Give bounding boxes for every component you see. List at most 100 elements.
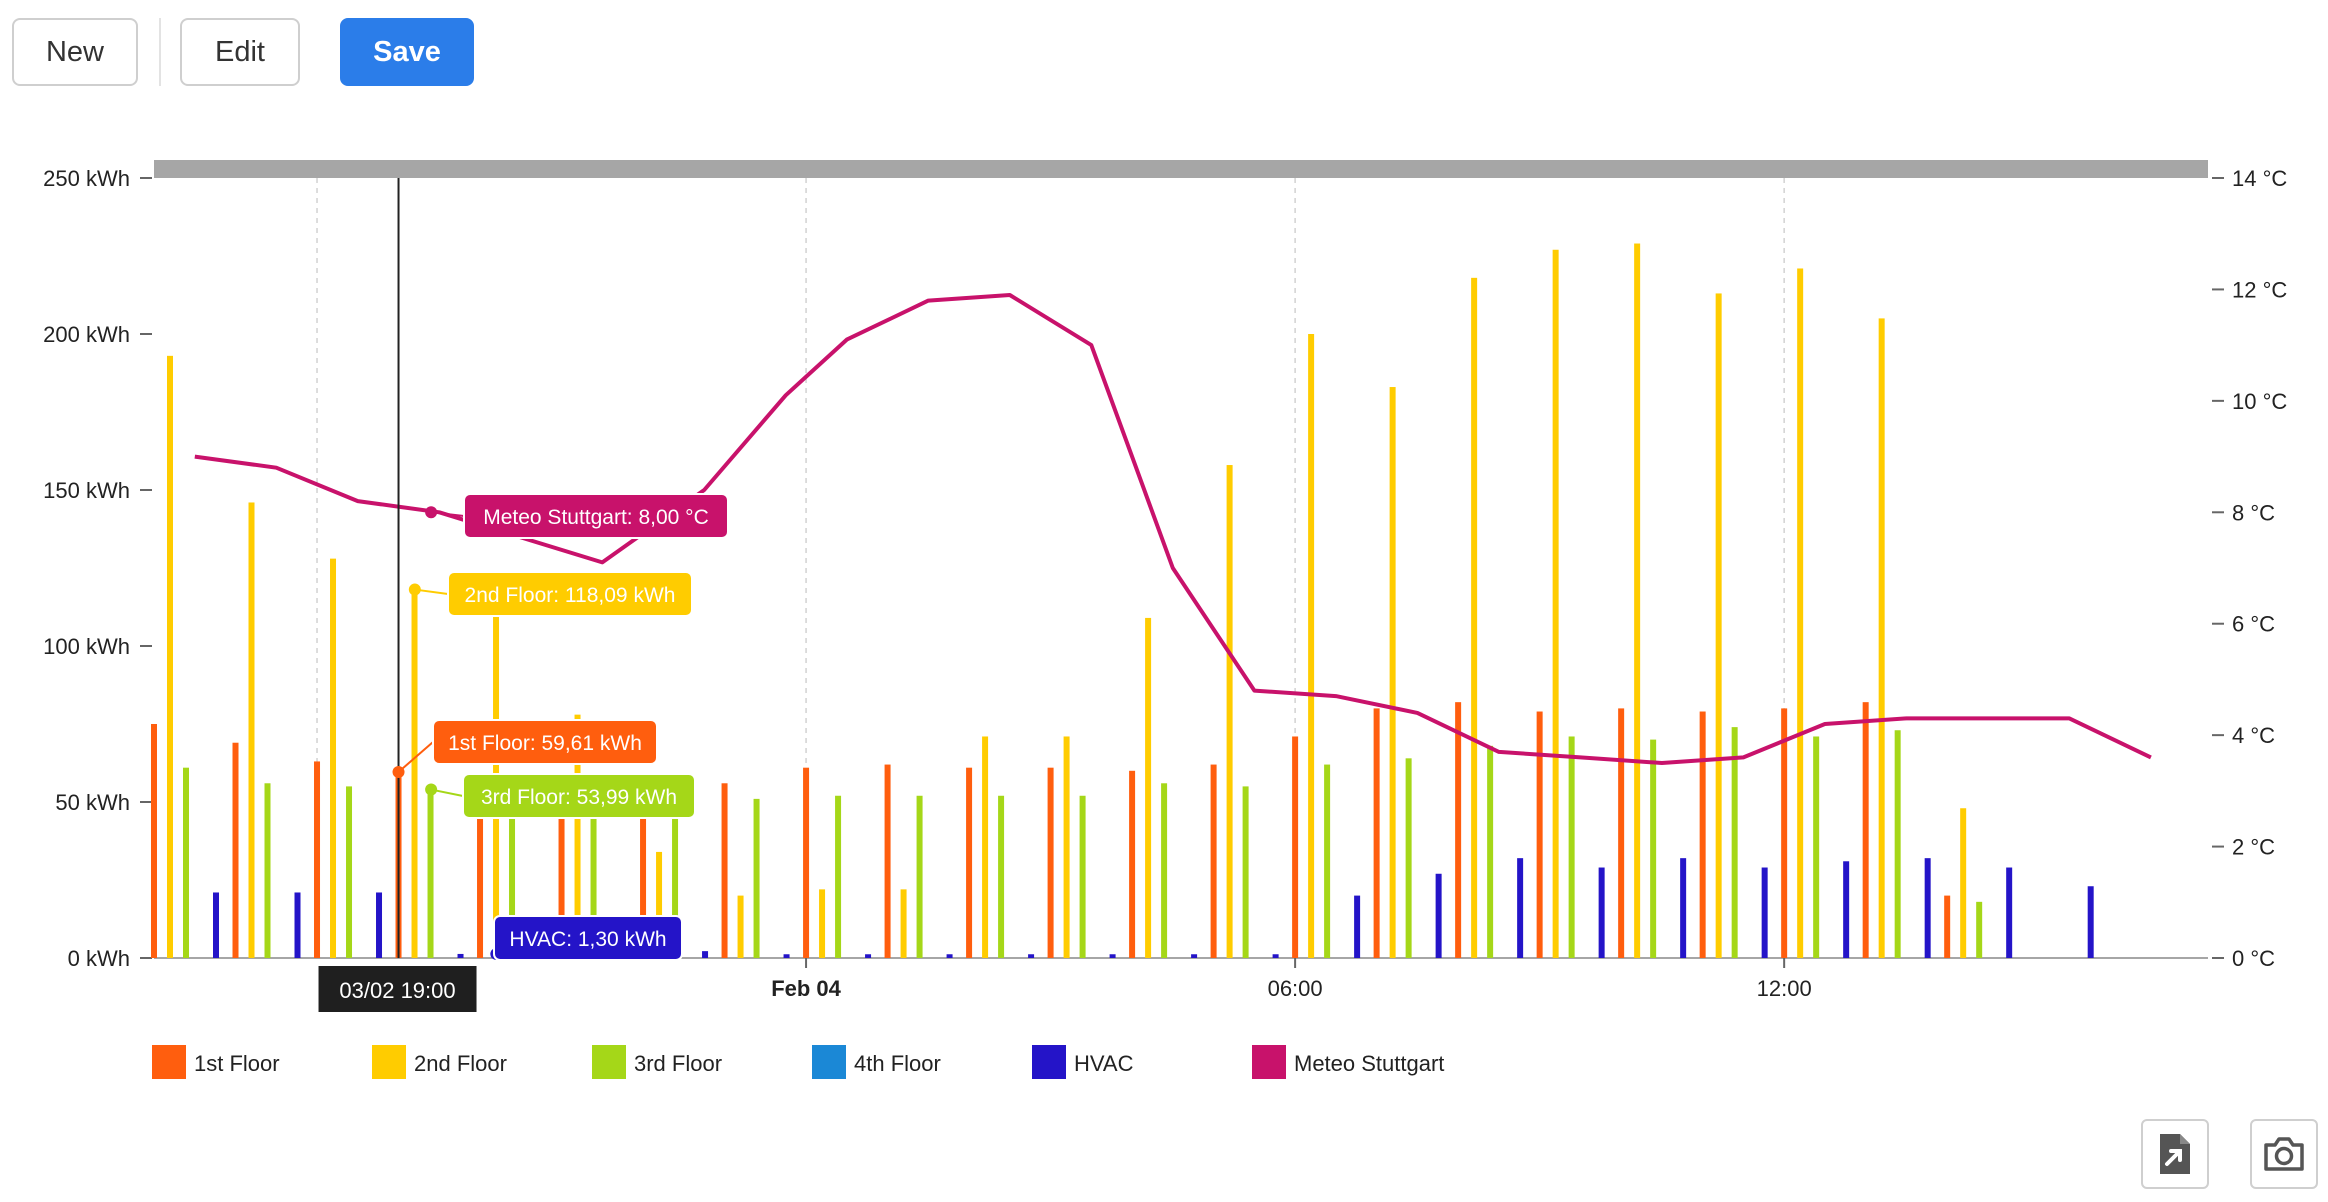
tooltip-label-second_floor: 2nd Floor: 118,09 kWh (465, 584, 676, 607)
export-button[interactable] (2141, 1119, 2209, 1189)
bar-first_floor (1536, 711, 1543, 958)
y-right-tick-label: 2 °C (2232, 835, 2275, 860)
bar-hvac (2006, 867, 2013, 958)
crosshair-label-box (318, 966, 477, 1012)
bar-hvac (1843, 861, 1850, 958)
bar-first_floor (1210, 764, 1217, 958)
chart-top-band (154, 160, 2208, 178)
bar-second_floor (1389, 387, 1396, 958)
bar-third_floor (1650, 739, 1657, 958)
bar-hvac (213, 892, 219, 958)
tooltip-box-second_floor (447, 571, 693, 617)
bar-series-group (151, 243, 2094, 959)
bar-third_floor (1079, 795, 1086, 958)
bar-hvac (1435, 873, 1442, 958)
bar-first_floor (966, 767, 973, 958)
bar-first_floor (1699, 711, 1706, 958)
meteo-line (194, 293, 2152, 765)
bar-first_floor (1944, 895, 1951, 958)
bar-first_floor (1047, 767, 1054, 958)
bar-third_floor (998, 795, 1005, 958)
bar-second_floor (1715, 293, 1722, 958)
bar-first_floor (232, 742, 239, 958)
bar-second_floor (1960, 808, 1967, 958)
bar-first_floor (1781, 708, 1788, 958)
legend-label-first_floor: 1st Floor (194, 1051, 280, 1076)
bar-hvac (702, 951, 709, 958)
bar-second_floor (574, 714, 581, 958)
bar-first_floor (721, 783, 728, 958)
bar-first_floor (1862, 702, 1869, 958)
bar-hvac (1680, 858, 1687, 958)
legend-item-hvac[interactable]: HVAC (1032, 1045, 1134, 1079)
bar-third_floor (1568, 736, 1575, 958)
tooltip-marker-meteo (425, 506, 438, 519)
bar-third_floor (264, 783, 271, 958)
bar-second_floor (248, 502, 255, 958)
y-right-tick-label: 6 °C (2232, 612, 2275, 637)
legend-item-fourth_floor[interactable]: 4th Floor (812, 1045, 941, 1079)
bar-second_floor (1634, 243, 1641, 958)
bar-first_floor (477, 783, 484, 958)
bar-second_floor (1308, 334, 1315, 958)
tooltip-box-meteo (463, 493, 729, 539)
legend-item-first_floor[interactable]: 1st Floor (152, 1045, 280, 1079)
new-button[interactable]: New (12, 18, 138, 86)
legend-item-third_floor[interactable]: 3rd Floor (592, 1045, 722, 1079)
bar-second_floor (1226, 465, 1233, 958)
tooltip-box-third_floor (462, 773, 696, 819)
tooltip-label-third_floor: 3rd Floor: 53,99 kWh (481, 786, 677, 809)
legend-label-third_floor: 3rd Floor (634, 1051, 722, 1076)
bar-third_floor (1405, 758, 1412, 958)
bar-second_floor (1145, 617, 1152, 958)
y-right-tick-label: 0 °C (2232, 946, 2275, 971)
y-right-tick-label: 12 °C (2232, 277, 2287, 302)
bar-third_floor (1324, 764, 1331, 958)
screenshot-button[interactable] (2250, 1119, 2318, 1189)
bar-second_floor (737, 895, 744, 958)
export-file-icon (2160, 1134, 2190, 1174)
energy-chart: 0 kWh 50 kWh 100 kWh 150 kWh 200 kWh 250 kWh 0… (43, 160, 2287, 1079)
bar-first_floor (1129, 770, 1136, 958)
y-right-tick-label: 8 °C (2232, 500, 2275, 525)
legend-item-second_floor[interactable]: 2nd Floor (372, 1045, 507, 1079)
edit-button[interactable]: Edit (180, 18, 300, 86)
bar-hvac (783, 954, 790, 958)
bar-second_floor (1471, 277, 1478, 959)
bar-second_floor (1552, 249, 1559, 958)
save-button[interactable]: Save (340, 18, 474, 86)
bar-first_floor (884, 764, 891, 958)
bar-first_floor (1373, 708, 1380, 958)
tooltip-box-hvac (493, 915, 683, 961)
bar-hvac (294, 892, 301, 958)
legend-item-meteo[interactable]: Meteo Stuttgart (1252, 1045, 1444, 1079)
y-left-tick-label: 0 kWh (68, 946, 130, 971)
bar-hvac (1598, 867, 1605, 958)
bar-third_floor (1487, 745, 1494, 958)
tooltip-marker-second_floor (408, 583, 421, 596)
bar-second_floor (656, 851, 663, 958)
tooltip-connector-first_floor (397, 741, 434, 773)
bar-hvac (1028, 954, 1035, 958)
tooltip-label-meteo: Meteo Stuttgart: 8,00 °C (483, 506, 709, 529)
tooltip-marker-third_floor (425, 783, 438, 796)
y-left-tick-label: 250 kWh (43, 166, 130, 191)
crosshair-label: 03/02 19:00 (339, 978, 455, 1003)
y-left-tick-label: 100 kWh (43, 634, 130, 659)
bar-second_floor (411, 589, 418, 958)
legend-swatch-meteo (1252, 1045, 1286, 1079)
bar-third_floor (346, 786, 353, 958)
legend-swatch-hvac (1032, 1045, 1066, 1079)
bar-hvac (1924, 858, 1931, 958)
bar-first_floor (803, 767, 810, 958)
legend-label-second_floor: 2nd Floor (414, 1051, 507, 1076)
bar-first_floor (1292, 736, 1299, 958)
y-right-tick-label: 10 °C (2232, 389, 2287, 414)
bar-third_floor (1813, 736, 1820, 958)
bar-third_floor (1731, 727, 1738, 958)
x-tick-label: 06:00 (1268, 976, 1323, 1001)
bar-hvac (2087, 886, 2094, 958)
bar-first_floor (151, 724, 157, 958)
bar-hvac (1191, 954, 1198, 958)
y-right-tick-label: 14 °C (2232, 166, 2287, 191)
